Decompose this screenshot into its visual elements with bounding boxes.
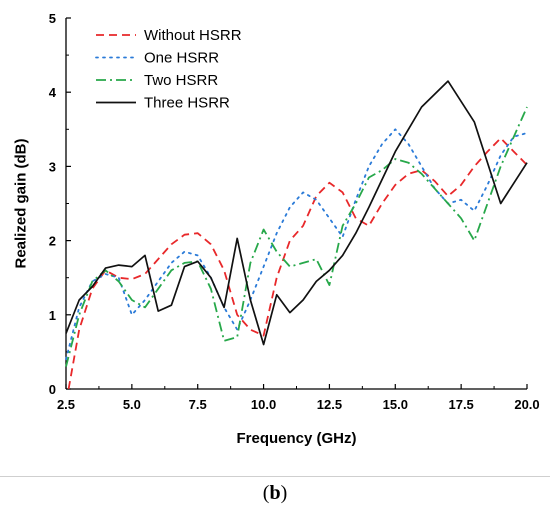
legend-label-3: Two HSRR: [144, 72, 218, 89]
axes: 2.5 5.0 7.5 10.0 12.5 15.0 17.5 20.0 0 1 2 3 4 5: [49, 11, 540, 412]
y-tick-label: 2: [49, 234, 56, 249]
legend: Without HSRR One HSRR Two HSRR Three HSRR: [95, 27, 242, 112]
figure-caption: (b): [0, 482, 550, 505]
y-tick-label: 1: [49, 308, 56, 323]
caption-separator: [0, 476, 550, 477]
series-layer: [65, 80, 528, 390]
legend-label-2: One HSRR: [144, 50, 219, 67]
x-tick-label: 15.0: [383, 397, 408, 412]
series-line-2: [65, 128, 528, 361]
x-tick-label: 10.0: [251, 397, 276, 412]
x-tick-label: 20.0: [514, 397, 539, 412]
series-line-1: [67, 137, 528, 390]
y-tick-label: 0: [49, 382, 56, 397]
x-tick-label: 12.5: [317, 397, 342, 412]
caption-letter: b: [269, 482, 281, 504]
caption-open-paren: (: [262, 482, 270, 504]
y-tick-label: 5: [49, 11, 56, 26]
y-tick-label: 3: [49, 159, 56, 174]
caption-close-paren: ): [280, 482, 288, 504]
x-axis-label: Frequency (GHz): [236, 430, 356, 447]
x-tick-label: 17.5: [448, 397, 473, 412]
x-tick-label: 2.5: [57, 397, 75, 412]
series-line-4: [65, 80, 528, 346]
legend-label-1: Without HSRR: [144, 27, 242, 44]
gain-chart: 2.5 5.0 7.5 10.0 12.5 15.0 17.5 20.0 0 1 2 3 4 5 With…: [12, 11, 540, 447]
y-tick-label: 4: [49, 85, 57, 100]
series-line-3: [65, 106, 528, 367]
y-axis-label: Realized gain (dB): [12, 138, 29, 268]
legend-label-4: Three HSRR: [144, 95, 230, 112]
x-tick-label: 7.5: [189, 397, 207, 412]
x-tick-label: 5.0: [123, 397, 141, 412]
